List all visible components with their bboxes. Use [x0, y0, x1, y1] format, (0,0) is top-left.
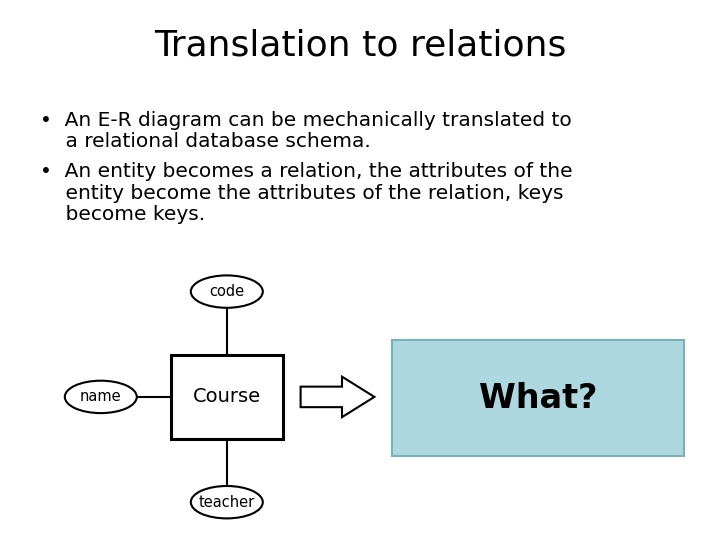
Polygon shape [301, 377, 374, 417]
Text: a relational database schema.: a relational database schema. [40, 132, 370, 151]
Text: code: code [210, 284, 244, 299]
Text: •  An E-R diagram can be mechanically translated to: • An E-R diagram can be mechanically tra… [40, 111, 572, 130]
FancyBboxPatch shape [171, 355, 282, 438]
Text: become keys.: become keys. [40, 205, 204, 224]
Text: teacher: teacher [199, 495, 255, 510]
Text: Translation to relations: Translation to relations [154, 29, 566, 63]
Ellipse shape [65, 381, 137, 413]
Text: Course: Course [193, 387, 261, 407]
Ellipse shape [191, 486, 263, 518]
Text: entity become the attributes of the relation, keys: entity become the attributes of the rela… [40, 184, 563, 202]
Text: name: name [80, 389, 122, 404]
Text: •  An entity becomes a relation, the attributes of the: • An entity becomes a relation, the attr… [40, 162, 572, 181]
FancyBboxPatch shape [392, 340, 684, 456]
Ellipse shape [191, 275, 263, 308]
Text: What?: What? [479, 382, 598, 415]
